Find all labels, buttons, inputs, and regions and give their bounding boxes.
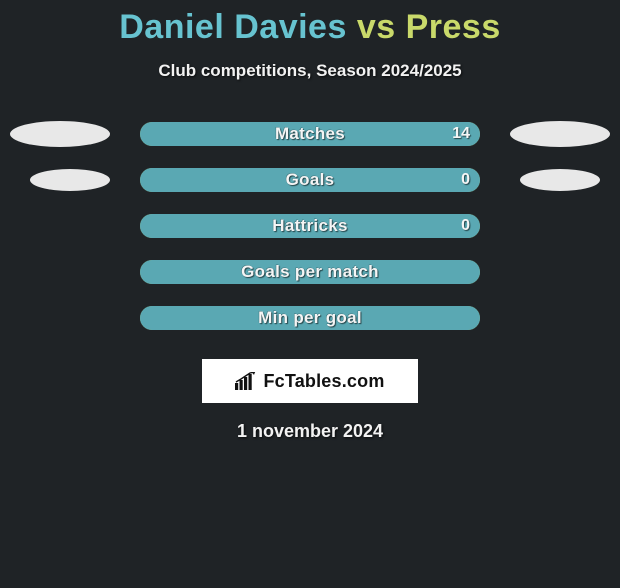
stat-bar: Goals 0 xyxy=(140,168,480,192)
stat-row: Goals per match xyxy=(0,249,620,295)
stat-bar: Min per goal xyxy=(140,306,480,330)
logo-text: FcTables.com xyxy=(263,371,384,392)
stat-value: 0 xyxy=(461,171,470,189)
subtitle: Club competitions, Season 2024/2025 xyxy=(0,61,620,81)
stat-row: Goals 0 xyxy=(0,157,620,203)
stat-label: Matches xyxy=(275,124,345,144)
stats-rows: Matches 14 Goals 0 Hattricks 0 Goals per match… xyxy=(0,111,620,341)
stat-row: Matches 14 xyxy=(0,111,620,157)
stat-bar: Hattricks 0 xyxy=(140,214,480,238)
stat-label: Goals xyxy=(286,170,335,190)
chart-icon xyxy=(235,372,257,390)
vs-label: vs xyxy=(357,8,396,46)
snapshot-date: 1 november 2024 xyxy=(0,421,620,442)
stat-value: 14 xyxy=(452,125,470,143)
stat-value: 0 xyxy=(461,217,470,235)
player1-name: Daniel Davies xyxy=(119,8,347,46)
stat-label: Min per goal xyxy=(258,308,362,328)
left-disc xyxy=(10,121,110,147)
player2-name: Press xyxy=(406,8,501,46)
comparison-title: Daniel Davies vs Press xyxy=(0,8,620,47)
stat-bar: Matches 14 xyxy=(140,122,480,146)
right-disc xyxy=(520,169,600,191)
stat-bar: Goals per match xyxy=(140,260,480,284)
stat-label: Hattricks xyxy=(272,216,347,236)
fctables-logo: FcTables.com xyxy=(202,359,418,403)
stat-row: Hattricks 0 xyxy=(0,203,620,249)
right-disc xyxy=(510,121,610,147)
stat-label: Goals per match xyxy=(241,262,379,282)
left-disc xyxy=(30,169,110,191)
stat-row: Min per goal xyxy=(0,295,620,341)
